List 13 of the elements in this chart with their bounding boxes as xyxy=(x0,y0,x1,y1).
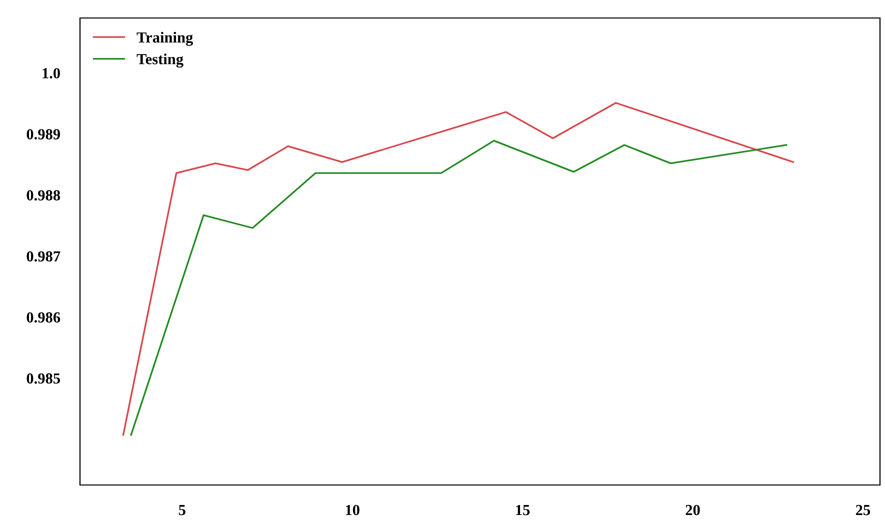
x-tick-label: 10 xyxy=(346,504,360,516)
y-tick-label: 1.0 xyxy=(42,68,60,78)
y-tick-label: 0.987 xyxy=(26,251,60,262)
y-tick-label: 0.988 xyxy=(26,190,60,201)
legend-label: Training xyxy=(136,32,193,46)
x-tick-label: 25 xyxy=(856,504,870,516)
y-tick-label: 0.986 xyxy=(26,312,60,323)
x-tick-label: 20 xyxy=(686,504,700,516)
x-tick-label: 15 xyxy=(516,504,530,516)
legend-label: Testing xyxy=(136,54,184,68)
x-tick-label: 5 xyxy=(178,505,186,516)
y-tick-label: 0.985 xyxy=(26,373,60,384)
y-tick-label: 0.989 xyxy=(26,129,60,140)
